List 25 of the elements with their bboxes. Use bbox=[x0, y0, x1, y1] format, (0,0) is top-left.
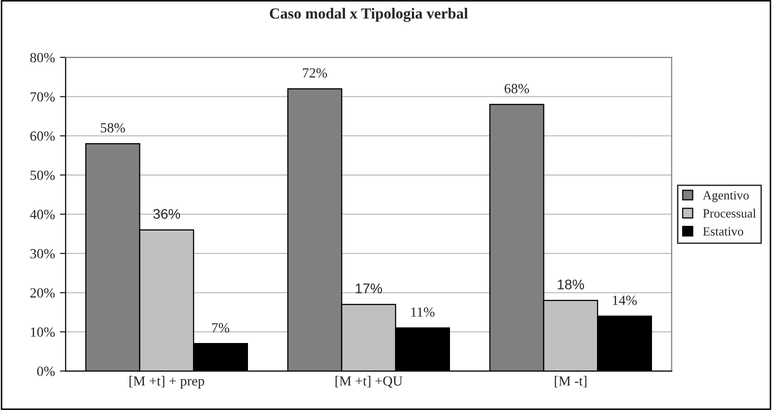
legend-label: Processual bbox=[703, 208, 756, 218]
data-label: 14% bbox=[613, 296, 637, 306]
y-tick-label: 60% bbox=[30, 131, 55, 141]
y-tick-label: 70% bbox=[30, 92, 55, 102]
x-tick-label: [M +t] + prep bbox=[130, 376, 204, 389]
y-tick-label: 0% bbox=[37, 366, 55, 376]
y-tick-label: 80% bbox=[30, 52, 55, 62]
chart-title: Caso modal x Tipologia verbal bbox=[270, 8, 468, 22]
y-tick-label: 50% bbox=[30, 170, 55, 180]
x-tick-label: [M -t] bbox=[554, 376, 586, 388]
data-label: 17% bbox=[356, 284, 382, 294]
y-tick-label: 20% bbox=[30, 288, 55, 298]
y-tick-label: 30% bbox=[30, 249, 55, 258]
data-label: 68% bbox=[504, 84, 530, 94]
data-label: 58% bbox=[100, 123, 126, 133]
legend-label: Agentivo bbox=[702, 191, 749, 202]
legend-label: Estativo bbox=[703, 227, 744, 236]
y-tick-label: 10% bbox=[30, 327, 55, 337]
x-tick-label: [M +t] +QU bbox=[336, 376, 402, 388]
data-label: 11% bbox=[411, 307, 434, 317]
y-tick-label: 40% bbox=[30, 210, 55, 220]
data-label: 72% bbox=[302, 68, 328, 78]
data-label: 7% bbox=[212, 323, 230, 332]
data-label: 36% bbox=[153, 208, 180, 219]
data-label: 18% bbox=[558, 280, 584, 290]
